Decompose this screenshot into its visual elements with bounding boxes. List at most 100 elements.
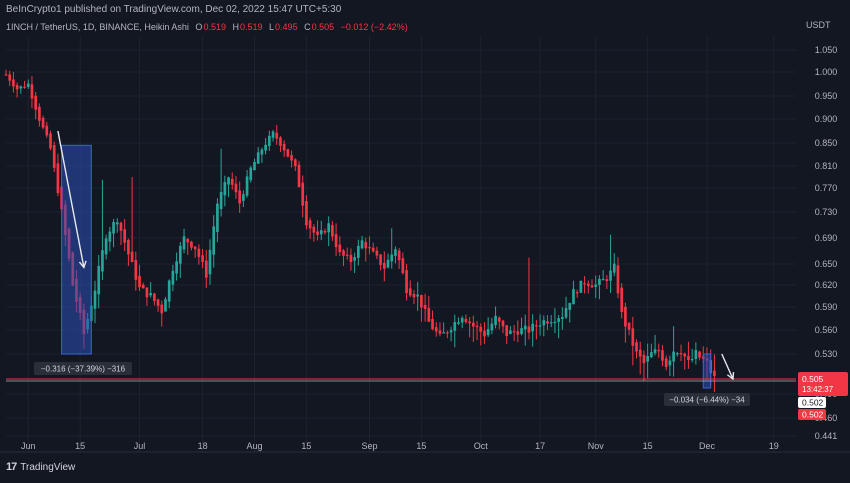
time-tick-label: 15 [301, 441, 311, 451]
candle-up [178, 245, 182, 264]
candle-up [572, 289, 575, 305]
candle-down [15, 85, 19, 90]
candle-down [204, 260, 208, 278]
symbol-line: 1INCH / TetherUS, 1D, BINANCE, Heikin As… [6, 22, 408, 32]
price-badge-red-label: 0.502 [802, 410, 824, 420]
candle-up [164, 299, 167, 312]
candle-down [153, 293, 156, 301]
candle-up [557, 318, 560, 322]
candle-up [690, 358, 694, 361]
price-tick-label: 0.441 [815, 431, 838, 441]
candle-up [101, 250, 104, 272]
candle-up [182, 236, 186, 250]
candle-up [108, 231, 112, 242]
price-tick-label: 0.560 [815, 325, 838, 335]
candle-up [227, 177, 230, 185]
candle-down [546, 321, 549, 324]
time-tick-label: Nov [588, 441, 605, 451]
candle-down [516, 331, 520, 335]
candle-down [483, 330, 486, 337]
candle-down [657, 350, 661, 352]
candle-down [290, 155, 293, 161]
candle-up [442, 332, 445, 334]
candle-down [379, 254, 382, 265]
candle-down [397, 250, 401, 261]
time-tick-label: Aug [246, 441, 262, 451]
candle-up [646, 355, 649, 362]
candle-down [238, 190, 241, 204]
candle-down [382, 262, 386, 269]
candle-up [460, 317, 464, 323]
price-tick-label: 0.690 [815, 233, 838, 243]
candle-down [371, 247, 375, 252]
time-axis: Jun 15 Jul 18 Aug 15 Sep 15 Oct 17 Nov 15 Dec 19 [0, 441, 850, 453]
candle-up [245, 176, 249, 196]
candle-down [661, 350, 664, 361]
candle-up [598, 278, 601, 285]
candle-down [401, 258, 405, 274]
time-tick-label: Jul [134, 441, 146, 451]
measure-label-bg [664, 393, 750, 406]
candle-down [501, 320, 505, 327]
candle-up [208, 249, 212, 275]
price-badge-white-label: 0.502 [802, 398, 824, 408]
candle-down [186, 238, 190, 243]
candle-up [216, 203, 219, 233]
candle-down [138, 275, 141, 288]
candle-up [167, 280, 171, 302]
candle-down [438, 330, 442, 334]
ohlc-low-key: L [269, 22, 275, 32]
measure-label: −0.034 (−6.44%) −34 [669, 396, 745, 405]
countdown-label: 13:42:37 [802, 385, 834, 394]
time-tick-label: 19 [769, 441, 779, 451]
tradingview-brand[interactable]: 17 TradingView [6, 461, 75, 473]
candle-up [549, 322, 553, 324]
ohlc-close-key: C [304, 22, 311, 32]
candle-up [149, 293, 152, 296]
candle-up [672, 351, 675, 362]
candle-down [431, 318, 434, 330]
time-tick-label: 15 [75, 441, 85, 451]
candle-down [334, 234, 338, 248]
candle-up [256, 152, 260, 164]
candle-down [364, 241, 368, 249]
candle-down [446, 332, 449, 334]
candle-down [316, 231, 319, 235]
candle-down [423, 304, 427, 309]
candles [4, 69, 716, 392]
candle-up [104, 238, 108, 255]
candle-down [345, 254, 349, 256]
candle-up [561, 317, 564, 319]
candle-down [420, 294, 423, 308]
candle-up [212, 226, 216, 255]
ohlc-open-value: 0.519 [203, 22, 226, 32]
price-tick-label: 0.620 [815, 280, 838, 290]
candle-down [583, 283, 586, 285]
price-tick-label: 0.810 [815, 161, 838, 171]
measurements: −0.316 (−37.39%) −316 −0.034 (−6.44%) −34 [6, 130, 796, 406]
price-tick-label: 0.900 [815, 114, 838, 124]
candle-down [8, 74, 12, 81]
candle-down [34, 95, 38, 110]
currency-label: USDT [806, 20, 831, 30]
candle-down [427, 308, 431, 322]
candle-down [275, 132, 279, 139]
candle-down [41, 117, 45, 128]
candle-up [453, 322, 457, 331]
candle-down [234, 183, 238, 193]
candle-up [267, 135, 271, 146]
price-axis: 1.050 1.000 0.950 0.900 0.850 0.810 0.770 0.730… [796, 0, 850, 478]
candle-up [223, 182, 227, 196]
candle-down [468, 321, 471, 324]
candle-down [123, 229, 127, 243]
candle-down [698, 351, 701, 358]
arrow-head-icon [78, 260, 87, 269]
candle-down [145, 287, 149, 298]
candle-down [505, 325, 509, 337]
candle-down [713, 370, 716, 376]
candle-up [601, 278, 605, 281]
candle-down [375, 250, 379, 256]
ohlc-low-value: 0.495 [275, 22, 298, 32]
